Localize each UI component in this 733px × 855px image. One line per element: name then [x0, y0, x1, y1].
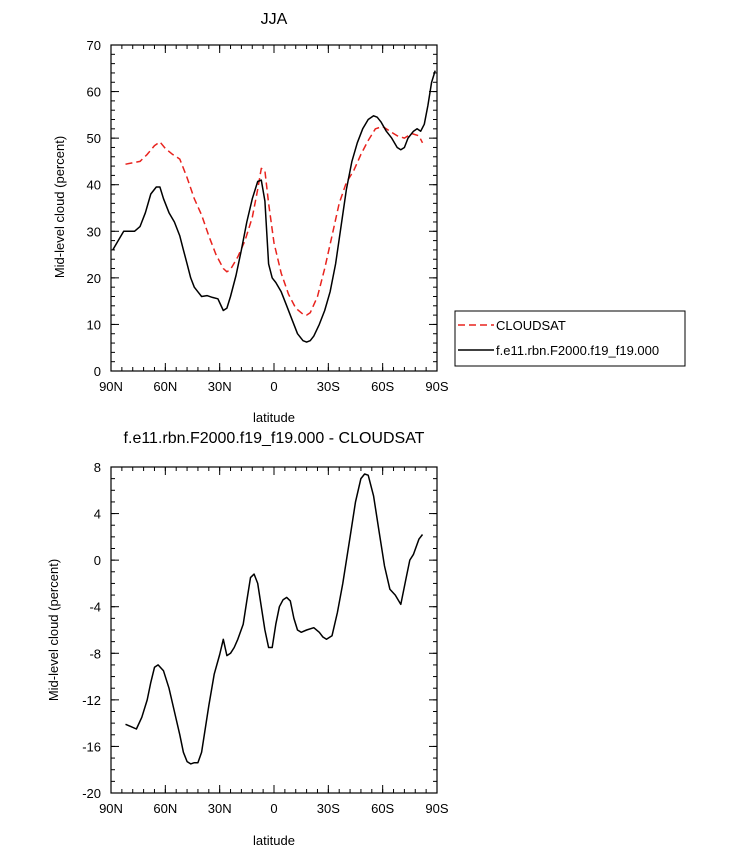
- bottom-chart-frame: [110, 466, 438, 794]
- bottom-chart-y-tick-label: -20: [82, 786, 101, 801]
- top-chart-x-tick-label: 30S: [317, 379, 340, 394]
- bottom-chart-ticks: 90N 60N 30N 0 30S 60S 90S -20 -16 -12 -8 -4 0 4 8: [82, 460, 449, 816]
- top-chart-y-tick-label: 50: [87, 131, 101, 146]
- top-chart-y-tick-label: 0: [94, 364, 101, 379]
- top-chart-x-tick-label: 60N: [153, 379, 177, 394]
- bottom-chart-x-tick-label: 90S: [425, 801, 448, 816]
- bottom-chart-x-tick-label: 30S: [317, 801, 340, 816]
- bottom-chart-y-tick-label: -8: [89, 646, 101, 661]
- top-chart-x-tick-label: 90N: [99, 379, 123, 394]
- legend: CLOUDSAT f.e11.rbn.F2000.f19_f19.000: [454, 310, 686, 367]
- top-chart-y-tick-label: 30: [87, 224, 101, 239]
- bottom-chart-series-line-0: [125, 473, 424, 765]
- top-chart-x-tick-label: 60S: [371, 379, 394, 394]
- bottom-chart-y-tick-label: 4: [94, 507, 101, 522]
- top-chart-series: [112, 70, 436, 343]
- top-chart-frame: [110, 44, 438, 372]
- bottom-chart-x-axis-title: latitude: [253, 833, 295, 848]
- top-chart-series-line-cloudsat: [125, 125, 424, 316]
- top-chart-x-tick-label: 30N: [208, 379, 232, 394]
- top-chart-y-tick-label: 40: [87, 178, 101, 193]
- top-chart-y-tick-label: 20: [87, 271, 101, 286]
- bottom-chart-x-tick-label: 30N: [208, 801, 232, 816]
- top-chart-y-axis-title: Mid-level cloud (percent): [52, 136, 67, 278]
- bottom-chart-y-tick-label: 0: [94, 553, 101, 568]
- bottom-chart: f.e11.rbn.F2000.f19_f19.000 - CLOUDSAT l…: [46, 430, 449, 848]
- bottom-chart-series: [125, 473, 424, 765]
- bottom-chart-y-tick-label: 8: [94, 460, 101, 475]
- bottom-chart-title: f.e11.rbn.F2000.f19_f19.000 - CLOUDSAT: [124, 430, 425, 447]
- top-chart-series-line-f-e11-rbn-f2000-f19-f19-000: [112, 70, 436, 343]
- top-chart-ticks: 90N 60N 30N 0 30S 60S 90S 0 10 20 30 40 50 60 70: [87, 38, 449, 394]
- bottom-chart-x-tick-label: 0: [270, 801, 277, 816]
- top-chart: JJA latitude Mid-level cloud (percent) 9…: [52, 11, 449, 425]
- top-chart-x-tick-label: 0: [270, 379, 277, 394]
- legend-box: [454, 310, 686, 367]
- legend-label-model: f.e11.rbn.F2000.f19_f19.000: [496, 343, 659, 358]
- top-chart-x-axis-title: latitude: [253, 410, 295, 425]
- bottom-chart-x-tick-label: 60N: [153, 801, 177, 816]
- top-chart-title: JJA: [261, 11, 288, 28]
- bottom-chart-y-tick-label: -4: [89, 600, 101, 615]
- top-chart-x-tick-label: 90S: [425, 379, 448, 394]
- bottom-chart-y-axis-title: Mid-level cloud (percent): [46, 559, 61, 701]
- top-chart-y-tick-label: 10: [87, 317, 101, 332]
- legend-label-cloudsat: CLOUDSAT: [496, 318, 566, 333]
- top-chart-y-tick-label: 70: [87, 38, 101, 53]
- bottom-chart-x-tick-label: 90N: [99, 801, 123, 816]
- bottom-chart-x-tick-label: 60S: [371, 801, 394, 816]
- bottom-chart-y-tick-label: -16: [82, 739, 101, 754]
- top-chart-y-tick-label: 60: [87, 85, 101, 100]
- bottom-chart-y-tick-label: -12: [82, 693, 101, 708]
